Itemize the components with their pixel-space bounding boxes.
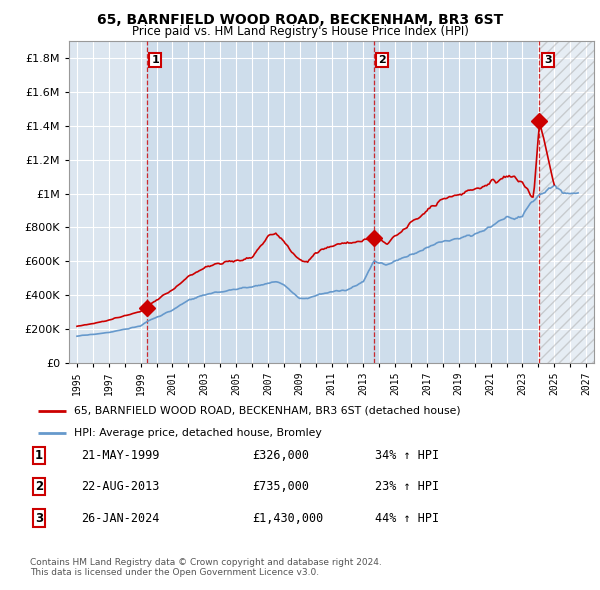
Text: Price paid vs. HM Land Registry's House Price Index (HPI): Price paid vs. HM Land Registry's House … xyxy=(131,25,469,38)
Text: Contains HM Land Registry data © Crown copyright and database right 2024.: Contains HM Land Registry data © Crown c… xyxy=(30,558,382,566)
Text: 22-AUG-2013: 22-AUG-2013 xyxy=(81,480,160,493)
Text: This data is licensed under the Open Government Licence v3.0.: This data is licensed under the Open Gov… xyxy=(30,568,319,576)
Text: 1: 1 xyxy=(151,55,159,65)
Text: £326,000: £326,000 xyxy=(252,449,309,462)
Text: 44% ↑ HPI: 44% ↑ HPI xyxy=(375,512,439,525)
Bar xyxy=(539,41,594,363)
Bar xyxy=(146,41,374,363)
Text: 65, BARNFIELD WOOD ROAD, BECKENHAM, BR3 6ST: 65, BARNFIELD WOOD ROAD, BECKENHAM, BR3 … xyxy=(97,13,503,27)
Text: 3: 3 xyxy=(35,512,43,525)
Text: 21-MAY-1999: 21-MAY-1999 xyxy=(81,449,160,462)
Text: 34% ↑ HPI: 34% ↑ HPI xyxy=(375,449,439,462)
Text: 26-JAN-2024: 26-JAN-2024 xyxy=(81,512,160,525)
Text: £735,000: £735,000 xyxy=(252,480,309,493)
Bar xyxy=(374,41,539,363)
Bar xyxy=(539,41,594,363)
Text: HPI: Average price, detached house, Bromley: HPI: Average price, detached house, Brom… xyxy=(74,428,322,438)
Text: £1,430,000: £1,430,000 xyxy=(252,512,323,525)
Text: 23% ↑ HPI: 23% ↑ HPI xyxy=(375,480,439,493)
Text: 65, BARNFIELD WOOD ROAD, BECKENHAM, BR3 6ST (detached house): 65, BARNFIELD WOOD ROAD, BECKENHAM, BR3 … xyxy=(74,405,461,415)
Text: 2: 2 xyxy=(35,480,43,493)
Text: 3: 3 xyxy=(544,55,552,65)
Text: 2: 2 xyxy=(378,55,386,65)
Text: 1: 1 xyxy=(35,449,43,462)
